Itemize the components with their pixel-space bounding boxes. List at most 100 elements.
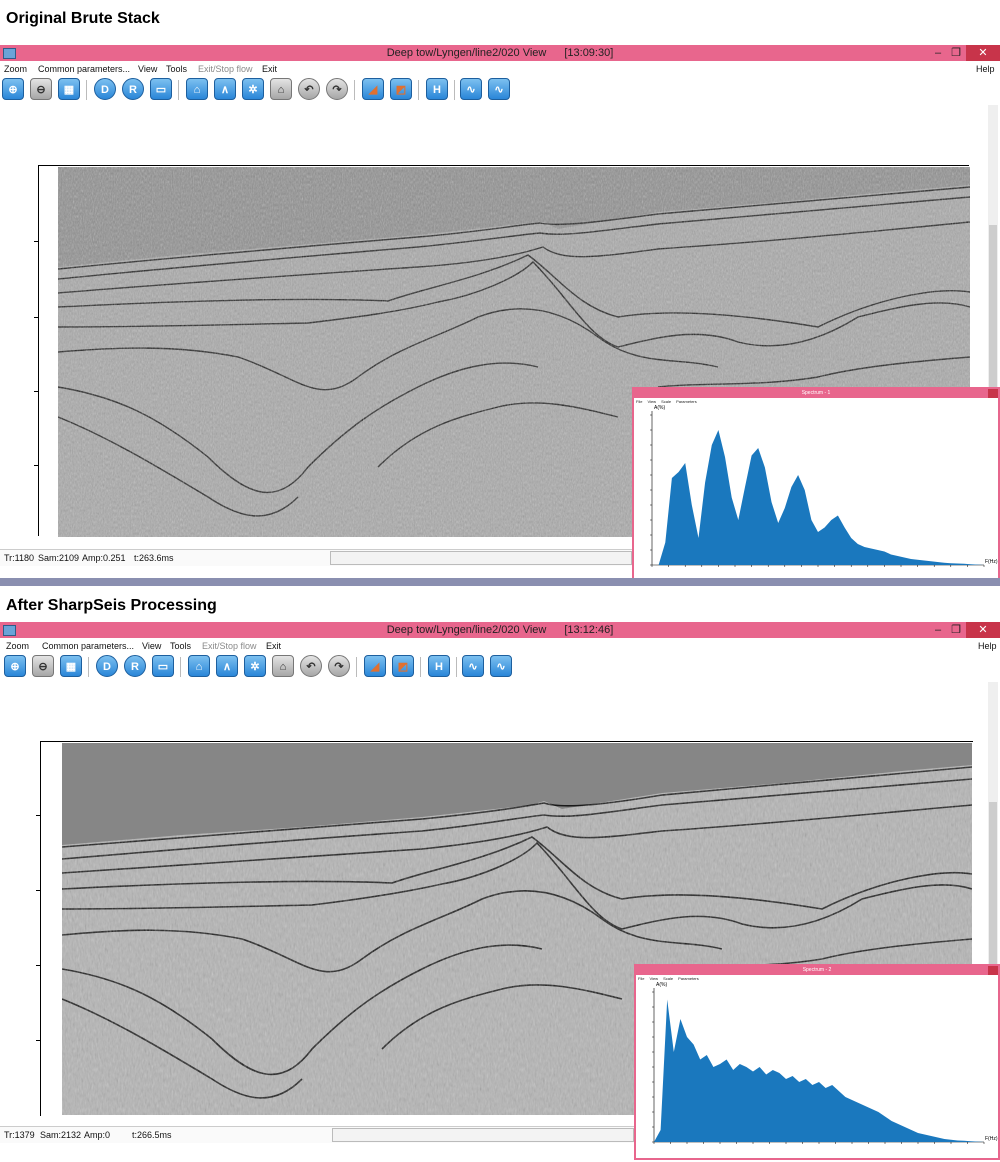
spectrum-menu-parameters[interactable]: Parameters — [676, 399, 697, 404]
spectrum-menu-scale[interactable]: Scale — [663, 976, 674, 981]
menu-bar: Zoom Common parameters... View Tools Exi… — [0, 62, 1000, 76]
axis-tick — [36, 1040, 40, 1041]
spectrum-menu-file[interactable]: File — [638, 976, 645, 981]
taskbar — [0, 578, 1000, 586]
menu-exit-stop-flow[interactable]: Exit/Stop flow — [198, 64, 253, 74]
vertical-scrollbar[interactable] — [988, 105, 998, 575]
menu-zoom[interactable]: Zoom — [6, 641, 30, 651]
spectrum-menu-scale[interactable]: Scale — [661, 399, 672, 404]
gear-pick-icon[interactable]: ✲ — [244, 655, 266, 677]
spectrum-menu-view[interactable]: View — [647, 399, 657, 404]
amplitude-icon[interactable]: ◢ — [362, 78, 384, 100]
menu-exit[interactable]: Exit — [262, 64, 278, 74]
menu-tools[interactable]: Tools — [166, 64, 188, 74]
horizon-icon[interactable]: ∧ — [214, 78, 236, 100]
app-icon — [3, 625, 16, 636]
app-icon — [3, 48, 16, 59]
status-amp: Amp:0 — [84, 1130, 111, 1140]
menu-view[interactable]: View — [138, 64, 158, 74]
spectrum-menu-parameters[interactable]: Parameters — [678, 976, 699, 981]
menu-help[interactable]: Help — [978, 641, 997, 651]
menu-exit[interactable]: Exit — [266, 641, 282, 651]
axis-tick — [34, 317, 38, 318]
status-trace: Tr:1379 — [4, 1130, 35, 1140]
wave-icon[interactable]: ∿ — [460, 78, 482, 100]
zoom-out-icon[interactable]: ⊖ — [32, 655, 54, 677]
undo-icon[interactable]: ↶ — [300, 655, 322, 677]
h-icon[interactable]: H — [426, 78, 448, 100]
d-icon[interactable]: D — [94, 78, 116, 100]
spectrum-close-button[interactable] — [988, 389, 998, 398]
r-icon[interactable]: R — [124, 655, 146, 677]
d-icon[interactable]: D — [96, 655, 118, 677]
close-button[interactable]: ✕ — [966, 45, 1000, 61]
restore-button[interactable]: ❐ — [951, 47, 961, 59]
pick-icon[interactable]: ⌂ — [188, 655, 210, 677]
spectrum-window-1[interactable]: Spectrum - 1 File View Scale Parameters A(%… — [632, 387, 1000, 583]
spectrum-x-label: F(Hz) — [985, 559, 998, 565]
spectrum-close-button[interactable] — [988, 966, 998, 975]
menu-common-parameters[interactable]: Common parameters... — [42, 641, 135, 651]
pick-icon[interactable]: ⌂ — [186, 78, 208, 100]
gear-pick-icon[interactable]: ✲ — [242, 78, 264, 100]
spectrum-menu-view[interactable]: View — [649, 976, 659, 981]
menu-zoom[interactable]: Zoom — [4, 64, 28, 74]
amplitude-icon[interactable]: ◢ — [364, 655, 386, 677]
seismic-window-2: Deep tow/Lyngen/line2/020 View [13:12:46]… — [0, 622, 1000, 1162]
redo-icon[interactable]: ↷ — [326, 78, 348, 100]
window-time: [13:09:30] — [564, 47, 614, 59]
edit-icon[interactable]: ◩ — [390, 78, 412, 100]
menu-help[interactable]: Help — [976, 64, 995, 74]
menu-common-parameters[interactable]: Common parameters... — [38, 64, 131, 74]
axis-tick — [36, 890, 40, 891]
close-button[interactable]: ✕ — [966, 622, 1000, 638]
toolbar-separator — [356, 657, 357, 677]
undo-icon[interactable]: ↶ — [298, 78, 320, 100]
toolbar-separator — [420, 657, 421, 677]
seismic-section[interactable] — [58, 167, 970, 537]
wave-plus-icon[interactable]: ∿ — [490, 655, 512, 677]
toolbar-separator — [178, 80, 179, 100]
menu-bar: Zoom Common parameters... View Tools Exi… — [0, 639, 1000, 653]
trace-icon[interactable]: ⌂ — [270, 78, 292, 100]
heading-original: Original Brute Stack — [6, 10, 160, 27]
redo-icon[interactable]: ↷ — [328, 655, 350, 677]
menu-exit-stop-flow[interactable]: Exit/Stop flow — [202, 641, 257, 651]
zoom-in-icon[interactable]: ⊕ — [4, 655, 26, 677]
r-icon[interactable]: R — [122, 78, 144, 100]
spectrum-menu: File View Scale Parameters — [638, 976, 704, 981]
spectrum-menu-file[interactable]: File — [636, 399, 643, 404]
fit-icon[interactable]: ▦ — [60, 655, 82, 677]
restore-button[interactable]: ❐ — [951, 624, 961, 636]
axis-tick — [36, 965, 40, 966]
horizon-icon[interactable]: ∧ — [216, 655, 238, 677]
spectrum-area — [652, 430, 984, 565]
minimize-button[interactable]: – — [934, 624, 942, 636]
scrollbar-thumb[interactable] — [989, 225, 997, 425]
status-sample: Sam:2109 — [38, 553, 80, 563]
seismic-window-1: Deep tow/Lyngen/line2/020 View [13:09:30]… — [0, 45, 1000, 585]
wave-icon[interactable]: ∿ — [462, 655, 484, 677]
axis-tick — [36, 815, 40, 816]
menu-view[interactable]: View — [142, 641, 162, 651]
spectrum-x-label: F(Hz) — [985, 1136, 998, 1142]
fit-icon[interactable]: ▦ — [58, 78, 80, 100]
wave-plus-icon[interactable]: ∿ — [488, 78, 510, 100]
zoom-in-icon[interactable]: ⊕ — [2, 78, 24, 100]
h-icon[interactable]: H — [428, 655, 450, 677]
zoom-out-icon[interactable]: ⊖ — [30, 78, 52, 100]
menu-tools[interactable]: Tools — [170, 641, 192, 651]
spectrum-chart: A(%) F(Hz) — [650, 405, 998, 567]
status-sample: Sam:2132 — [40, 1130, 82, 1140]
spectrum-title: Spectrum - 2 — [636, 966, 998, 975]
scrollbar-thumb[interactable] — [989, 802, 997, 1002]
window-title: Deep tow/Lyngen/line2/020 View — [386, 47, 547, 59]
edit-icon[interactable]: ◩ — [392, 655, 414, 677]
trace-icon[interactable]: ⌂ — [272, 655, 294, 677]
ruler-icon[interactable]: ▭ — [152, 655, 174, 677]
ruler-icon[interactable]: ▭ — [150, 78, 172, 100]
vertical-scrollbar[interactable] — [988, 682, 998, 1122]
spectrum-menu: File View Scale Parameters — [636, 399, 702, 404]
minimize-button[interactable]: – — [934, 47, 942, 59]
spectrum-window-2[interactable]: Spectrum - 2 File View Scale Parameters A(%… — [634, 964, 1000, 1160]
